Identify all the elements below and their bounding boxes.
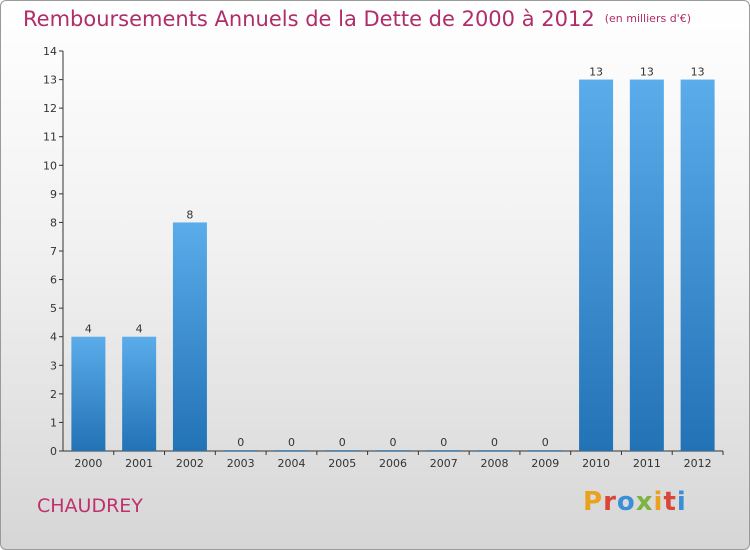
- commune-name: CHAUDREY: [37, 495, 143, 517]
- logo-letter: x: [635, 487, 654, 517]
- data-label: 8: [186, 208, 193, 221]
- data-label: 13: [589, 66, 603, 79]
- y-tick-label: 2: [50, 388, 57, 401]
- x-tick-label: 2007: [430, 457, 458, 470]
- x-tick-label: 2009: [531, 457, 559, 470]
- y-tick-label: 5: [50, 302, 57, 315]
- data-label: 13: [691, 66, 705, 79]
- x-tick-label: 2002: [176, 457, 204, 470]
- bar: [122, 336, 157, 451]
- data-label: 0: [542, 436, 549, 449]
- y-tick-label: 8: [50, 216, 57, 229]
- logo-letter: o: [616, 487, 636, 517]
- x-tick-label: 2000: [74, 457, 102, 470]
- chart-unit: (en milliers d'€): [604, 12, 691, 25]
- x-tick-label: 2011: [633, 457, 661, 470]
- x-tick-label: 2003: [227, 457, 255, 470]
- y-tick-label: 1: [50, 416, 57, 429]
- logo-letter: t: [663, 487, 677, 517]
- logo-letter: P: [583, 487, 604, 517]
- bar: [528, 450, 563, 451]
- data-label: 0: [339, 436, 346, 449]
- x-tick-label: 2010: [582, 457, 610, 470]
- bar: [274, 450, 309, 451]
- y-tick-label: 7: [50, 245, 57, 258]
- x-tick-label: 2008: [481, 457, 509, 470]
- logo-letter: i: [676, 487, 687, 517]
- bar: [172, 222, 207, 451]
- data-label: 0: [440, 436, 447, 449]
- bar: [629, 79, 664, 452]
- x-tick-label: 2012: [684, 457, 712, 470]
- data-label: 0: [491, 436, 498, 449]
- x-tick-label: 2001: [125, 457, 153, 470]
- bar: [426, 450, 461, 451]
- data-label: 0: [237, 436, 244, 449]
- data-label: 0: [390, 436, 397, 449]
- y-tick-label: 9: [50, 188, 57, 201]
- y-tick-label: 10: [43, 159, 57, 172]
- x-tick-label: 2005: [328, 457, 356, 470]
- logo-letter: r: [603, 487, 617, 517]
- y-tick-label: 0: [50, 445, 57, 458]
- chart-title: Remboursements Annuels de la Dette de 20…: [23, 7, 691, 31]
- data-label: 4: [85, 323, 92, 336]
- data-label: 13: [640, 66, 654, 79]
- y-tick-label: 6: [50, 274, 57, 287]
- y-tick-label: 12: [43, 102, 57, 115]
- proxiti-logo: Proxiti: [583, 487, 687, 517]
- data-label: 4: [136, 323, 143, 336]
- y-tick-label: 3: [50, 359, 57, 372]
- logo-letter: i: [653, 487, 664, 517]
- chart-title-text: Remboursements Annuels de la Dette de 20…: [23, 7, 595, 31]
- y-tick-label: 11: [43, 131, 57, 144]
- y-tick-label: 14: [43, 45, 57, 58]
- bar: [376, 450, 410, 451]
- bar: [579, 79, 614, 452]
- x-tick-label: 2006: [379, 457, 407, 470]
- x-tick-label: 2004: [277, 457, 305, 470]
- y-tick-label: 4: [50, 331, 57, 344]
- y-tick-label: 13: [43, 74, 57, 87]
- data-label: 0: [288, 436, 295, 449]
- bar: [477, 450, 512, 451]
- bar: [223, 450, 258, 451]
- bar: [680, 79, 715, 452]
- bar: [325, 450, 360, 451]
- bar: [71, 336, 106, 451]
